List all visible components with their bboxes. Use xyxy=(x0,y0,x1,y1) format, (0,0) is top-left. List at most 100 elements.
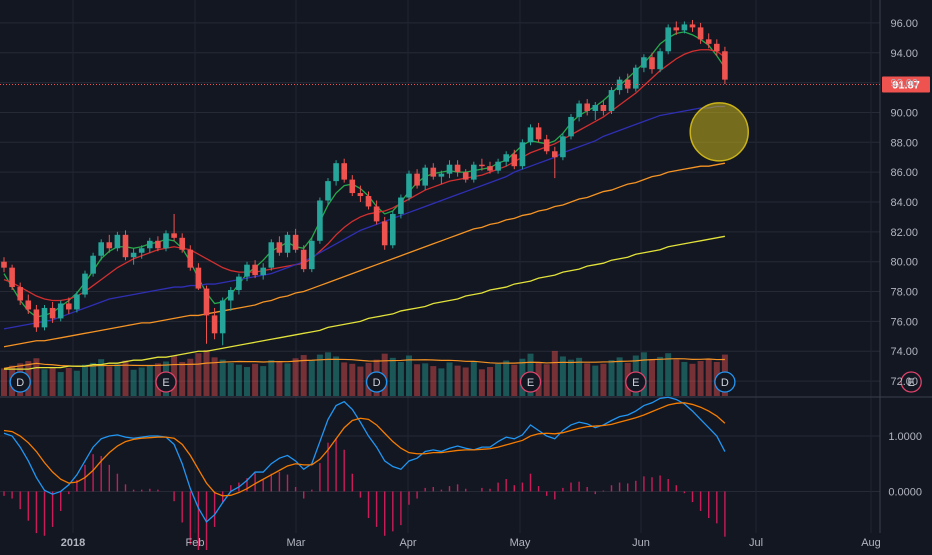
candle xyxy=(641,57,647,68)
volume-bar xyxy=(551,350,558,396)
time-tick-label: Apr xyxy=(399,537,416,549)
volume-bar xyxy=(284,363,291,396)
candle xyxy=(414,173,420,186)
highlight-circle xyxy=(689,102,749,162)
dividend-marker xyxy=(714,371,736,393)
candle xyxy=(454,164,461,173)
candle xyxy=(130,252,137,258)
volume-bar xyxy=(357,366,364,396)
earnings-marker xyxy=(625,371,647,393)
price-tick-label: 82.00 xyxy=(890,227,918,239)
time-tick-label: Jun xyxy=(632,537,650,549)
macd-tick-label: 1.0000 xyxy=(888,431,922,443)
candle xyxy=(616,79,623,91)
event-marker-label: E xyxy=(527,377,534,389)
event-marker-label: E xyxy=(632,377,639,389)
candle xyxy=(74,294,80,310)
price-tick-label: 94.00 xyxy=(890,48,918,60)
volume-panel xyxy=(1,350,728,396)
volume-bar xyxy=(697,361,704,396)
candle xyxy=(33,309,40,328)
candle xyxy=(705,39,712,44)
candle xyxy=(398,197,404,214)
volume-bar xyxy=(406,355,412,396)
candle xyxy=(381,221,388,246)
volume-average-line xyxy=(3,358,725,369)
volume-bar xyxy=(349,363,356,396)
volume-bar xyxy=(73,370,80,396)
earnings-marker xyxy=(519,371,542,393)
axes: 96.00 94.00 92.00 90.00 88.00 86.00 84.00 82.00… xyxy=(61,18,922,549)
candle xyxy=(17,287,23,301)
candle xyxy=(171,233,177,238)
volume-bar xyxy=(260,366,267,396)
candle xyxy=(276,242,283,253)
candle xyxy=(390,213,396,246)
candle xyxy=(236,276,242,291)
volume-bar xyxy=(616,357,623,396)
volume-bar xyxy=(187,358,194,396)
price-tick-label: 86.00 xyxy=(890,167,918,179)
candle xyxy=(114,234,121,249)
time-tick-label: Mar xyxy=(287,537,306,549)
earnings-marker xyxy=(155,371,177,393)
volume-bar xyxy=(252,363,259,396)
price-tick-label: 96.00 xyxy=(890,18,918,30)
volume-bar xyxy=(300,355,307,396)
candle xyxy=(487,166,493,171)
volume-bar xyxy=(592,365,599,396)
candle xyxy=(519,142,526,167)
candle xyxy=(122,234,129,258)
moving-average-line xyxy=(3,31,726,318)
candle xyxy=(495,161,501,171)
candle xyxy=(600,105,607,111)
candle xyxy=(681,24,688,31)
volume-bar xyxy=(33,358,40,396)
candle xyxy=(511,154,518,167)
candle xyxy=(90,255,96,274)
volume-bar xyxy=(584,363,591,396)
price-tick-label: 88.00 xyxy=(890,137,918,149)
macd-line xyxy=(3,396,726,523)
highlight-annotation xyxy=(689,102,749,162)
candle xyxy=(592,105,599,111)
volume-bar xyxy=(462,367,469,396)
price-tick-label: 80.00 xyxy=(890,257,918,269)
time-tick-label: 2018 xyxy=(61,537,85,549)
candle xyxy=(633,67,639,89)
volume-bar xyxy=(235,364,242,396)
volume-bar xyxy=(146,365,153,396)
last-price-label: 91.87 xyxy=(892,80,920,92)
time-tick-label: Jul xyxy=(749,537,763,549)
candle xyxy=(722,51,728,80)
candle xyxy=(138,248,145,253)
candle xyxy=(82,273,88,295)
volume-bar xyxy=(49,367,56,396)
candle xyxy=(341,163,347,180)
moving-average-line xyxy=(3,105,725,330)
candle xyxy=(357,193,364,197)
volume-bar xyxy=(90,362,97,396)
price-tick-label: 72.00 xyxy=(890,376,918,388)
price-tick-label: 90.00 xyxy=(890,107,918,119)
candle xyxy=(697,27,704,40)
grid xyxy=(0,0,932,533)
volume-bar xyxy=(333,356,340,396)
candle xyxy=(349,179,356,194)
volume-bar xyxy=(689,363,696,396)
volume-bar xyxy=(65,367,72,396)
candle xyxy=(406,173,412,198)
candle xyxy=(430,167,437,177)
volume-bar xyxy=(41,369,48,396)
volume-bar xyxy=(559,356,566,396)
candlesticks: 91.87 xyxy=(0,19,930,346)
volume-bar xyxy=(576,357,583,396)
candle xyxy=(187,249,194,268)
last-price-badge xyxy=(882,76,930,93)
volume-bar xyxy=(503,360,510,396)
volume-bar xyxy=(397,361,404,396)
candle xyxy=(106,242,113,249)
